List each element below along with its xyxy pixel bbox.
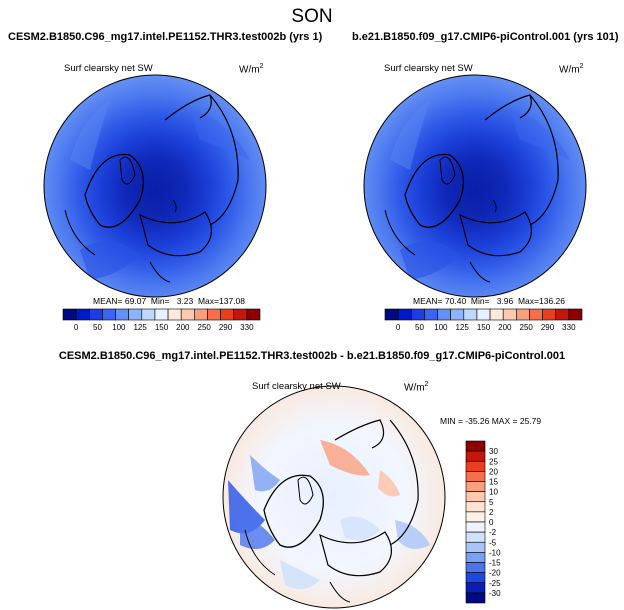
left-colorbar-tick-label: 250 — [198, 323, 212, 332]
right-colorbar-tick-label: 150 — [477, 323, 491, 332]
difference-variable: Surf clearsky net SW — [252, 381, 341, 392]
difference-title: CESM2.B1850.C96_mg17.intel.PE1152.THR3.t… — [58, 350, 566, 362]
left-colorbar-swatch — [141, 308, 156, 321]
left-colorbar-tick-label: 290 — [219, 323, 233, 332]
left-colorbar-swatch — [102, 308, 116, 321]
difference-colorbar-tick-label: -25 — [489, 579, 501, 588]
right-colorbar-swatch — [424, 308, 438, 321]
right-colorbar-swatch — [450, 308, 465, 321]
right-panel-variable: Surf clearsky net SW — [384, 63, 473, 74]
left-colorbar-tick-label: 200 — [176, 323, 190, 332]
left-colorbar-swatch — [128, 308, 143, 321]
difference-colorbar-tick-label: -10 — [489, 548, 501, 557]
figure-title: SON — [291, 6, 333, 27]
right-colorbar-tick-label: 200 — [498, 323, 512, 332]
difference-colorbar-swatch — [465, 531, 486, 543]
difference-units: W/m2 — [404, 381, 429, 394]
right-colorbar-tick-label: 125 — [455, 323, 469, 332]
difference-colorbar-swatch — [465, 471, 486, 482]
right-panel-case-name: b.e21.B1850.f09_g17.CMIP6-piControl.001 … — [352, 31, 619, 43]
difference-colorbar-tick-label: 20 — [489, 467, 498, 476]
difference-colorbar-tick-label: 10 — [489, 488, 498, 497]
left-colorbar-swatch — [88, 308, 103, 321]
difference-colorbar-tick-label: 5 — [489, 498, 494, 507]
right-colorbar-tick-label: 0 — [396, 323, 401, 332]
difference-colorbar-tick-label: -30 — [489, 589, 501, 598]
left-colorbar-swatch — [194, 308, 208, 321]
difference-colorbar-tick-label: 30 — [489, 447, 498, 456]
left-panel-case-name: CESM2.B1850.C96_mg17.intel.PE1152.THR3.t… — [8, 31, 323, 43]
difference-colorbar-swatch — [465, 450, 486, 462]
left-panel-units: W/m2 — [239, 63, 264, 76]
difference-colorbar-tick-label: -20 — [489, 569, 501, 578]
difference-min-max: MIN = -35.26 MAX = 25.79 — [440, 416, 542, 426]
left-panel-stats: MEAN= 69.07 Min= 3.23 Max=137.08 — [93, 296, 245, 306]
right-colorbar-tick-label: 290 — [541, 323, 555, 332]
left-colorbar-swatch — [154, 308, 169, 321]
right-colorbar-tick-label: 250 — [520, 323, 534, 332]
difference-colorbar-swatch — [465, 592, 486, 604]
right-colorbar-swatch — [463, 308, 478, 321]
difference-colorbar-tick-label: 0 — [489, 518, 494, 527]
difference-colorbar-swatch — [465, 440, 486, 452]
difference-colorbar-swatch — [465, 460, 486, 472]
right-colorbar-swatch — [555, 308, 570, 321]
difference-colorbar-swatch — [465, 552, 486, 563]
right-colorbar-swatch — [410, 308, 425, 321]
difference-colorbar-tick-label: 25 — [489, 457, 498, 466]
right-panel-stats: MEAN= 70.40 Min= 3.96 Max=136.26 — [413, 296, 565, 306]
right-colorbar-swatch — [529, 308, 543, 321]
difference-colorbar-swatch — [465, 491, 486, 503]
difference-colorbar-swatch — [465, 582, 486, 594]
left-colorbar-swatch — [167, 308, 182, 321]
right-colorbar-tick-label: 50 — [415, 323, 424, 332]
right-colorbar-swatch — [542, 308, 557, 321]
difference-colorbar-swatch — [465, 511, 486, 523]
left-panel-variable: Surf clearsky net SW — [64, 63, 153, 74]
right-colorbar-swatch — [489, 308, 504, 321]
right-colorbar-tick-label: 100 — [434, 323, 448, 332]
right-colorbar-swatch — [437, 308, 451, 321]
left-colorbar: 0 50 100 125 150 200 250 290 330 — [62, 308, 261, 332]
difference-colorbar-tick-label: -2 — [489, 528, 497, 537]
right-colorbar: 0 50 100 125 150 200 250 290 330 — [384, 308, 583, 332]
right-colorbar-tick-label: 330 — [562, 323, 576, 332]
right-colorbar-swatch — [568, 308, 583, 321]
right-polar-map — [363, 74, 587, 298]
left-colorbar-swatch — [246, 308, 261, 321]
left-colorbar-tick-label: 125 — [133, 323, 147, 332]
left-colorbar-tick-label: 0 — [74, 323, 79, 332]
right-colorbar-swatch — [516, 308, 530, 321]
left-polar-map — [43, 74, 267, 298]
difference-colorbar-swatch — [465, 521, 486, 533]
difference-colorbar-tick-label: -15 — [489, 559, 501, 568]
left-colorbar-tick-label: 50 — [93, 323, 102, 332]
difference-colorbar-tick-label: 2 — [489, 508, 494, 517]
difference-colorbar-swatch — [465, 572, 486, 584]
left-colorbar-swatch — [180, 308, 195, 321]
difference-colorbar-swatch — [465, 501, 486, 513]
difference-polar-map — [222, 385, 446, 609]
left-colorbar-swatch — [62, 308, 77, 321]
difference-colorbar-tick-label: 15 — [489, 478, 498, 487]
right-colorbar-swatch — [476, 308, 491, 321]
right-colorbar-swatch — [502, 308, 517, 321]
difference-colorbar-swatch — [465, 481, 486, 492]
left-colorbar-tick-label: 100 — [112, 323, 126, 332]
left-colorbar-swatch — [115, 308, 129, 321]
difference-colorbar-tick-label: -5 — [489, 538, 497, 547]
right-colorbar-swatch — [384, 308, 399, 321]
left-colorbar-tick-label: 330 — [240, 323, 254, 332]
right-colorbar-swatch — [397, 308, 412, 321]
left-colorbar-tick-label: 150 — [155, 323, 169, 332]
left-colorbar-swatch — [233, 308, 248, 321]
left-colorbar-swatch — [75, 308, 90, 321]
left-colorbar-swatch — [220, 308, 235, 321]
difference-colorbar-swatch — [465, 541, 486, 553]
left-colorbar-swatch — [207, 308, 221, 321]
right-panel-units: W/m2 — [559, 63, 584, 76]
difference-colorbar-swatch — [465, 562, 486, 573]
